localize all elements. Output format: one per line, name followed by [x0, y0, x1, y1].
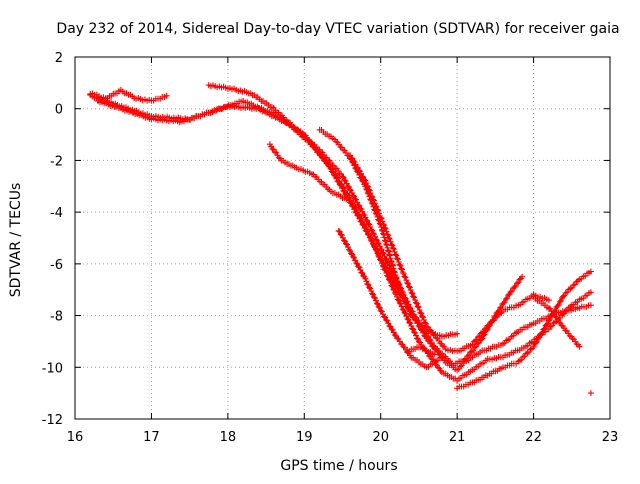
plus-markers	[335, 227, 445, 371]
x-axis-label: GPS time / hours	[280, 458, 397, 474]
y-tick-label: -6	[50, 258, 63, 273]
plus-markers	[404, 344, 438, 358]
plot-frame	[74, 56, 611, 420]
x-tick-label: 19	[296, 430, 313, 445]
x-tick-label: 23	[602, 430, 619, 445]
plus-markers	[454, 268, 594, 392]
series-track-9	[404, 344, 438, 358]
x-tick-label: 16	[67, 430, 84, 445]
x-tick-label: 21	[449, 430, 466, 445]
plus-markers	[266, 141, 350, 203]
plus-markers	[347, 152, 552, 355]
y-tick-label: -8	[50, 310, 63, 325]
plus-markers	[87, 86, 170, 104]
y-tick-label: -4	[50, 206, 63, 221]
y-tick-label: -12	[42, 413, 63, 428]
y-tick-label: -10	[42, 361, 63, 376]
series-track-10	[454, 268, 594, 392]
y-axis-label: SDTVAR / TECUs	[8, 183, 24, 298]
plus-markers	[530, 293, 583, 350]
series-track-11	[530, 293, 583, 350]
series-track-3	[87, 86, 170, 104]
series-track-7	[347, 152, 552, 355]
y-tick-label: 2	[55, 51, 63, 66]
series-track-12	[587, 390, 594, 397]
plus-markers	[587, 390, 594, 397]
series-track-8	[335, 227, 445, 371]
series-track-6	[266, 141, 350, 203]
chart-title: Day 232 of 2014, Sidereal Day-to-day VTE…	[56, 21, 619, 37]
x-tick-label: 20	[372, 430, 389, 445]
y-tick-label: 0	[55, 103, 63, 118]
x-tick-label: 17	[143, 430, 160, 445]
x-tick-label: 18	[220, 430, 237, 445]
x-tick-label: 22	[525, 430, 542, 445]
y-tick-label: -2	[50, 154, 63, 169]
